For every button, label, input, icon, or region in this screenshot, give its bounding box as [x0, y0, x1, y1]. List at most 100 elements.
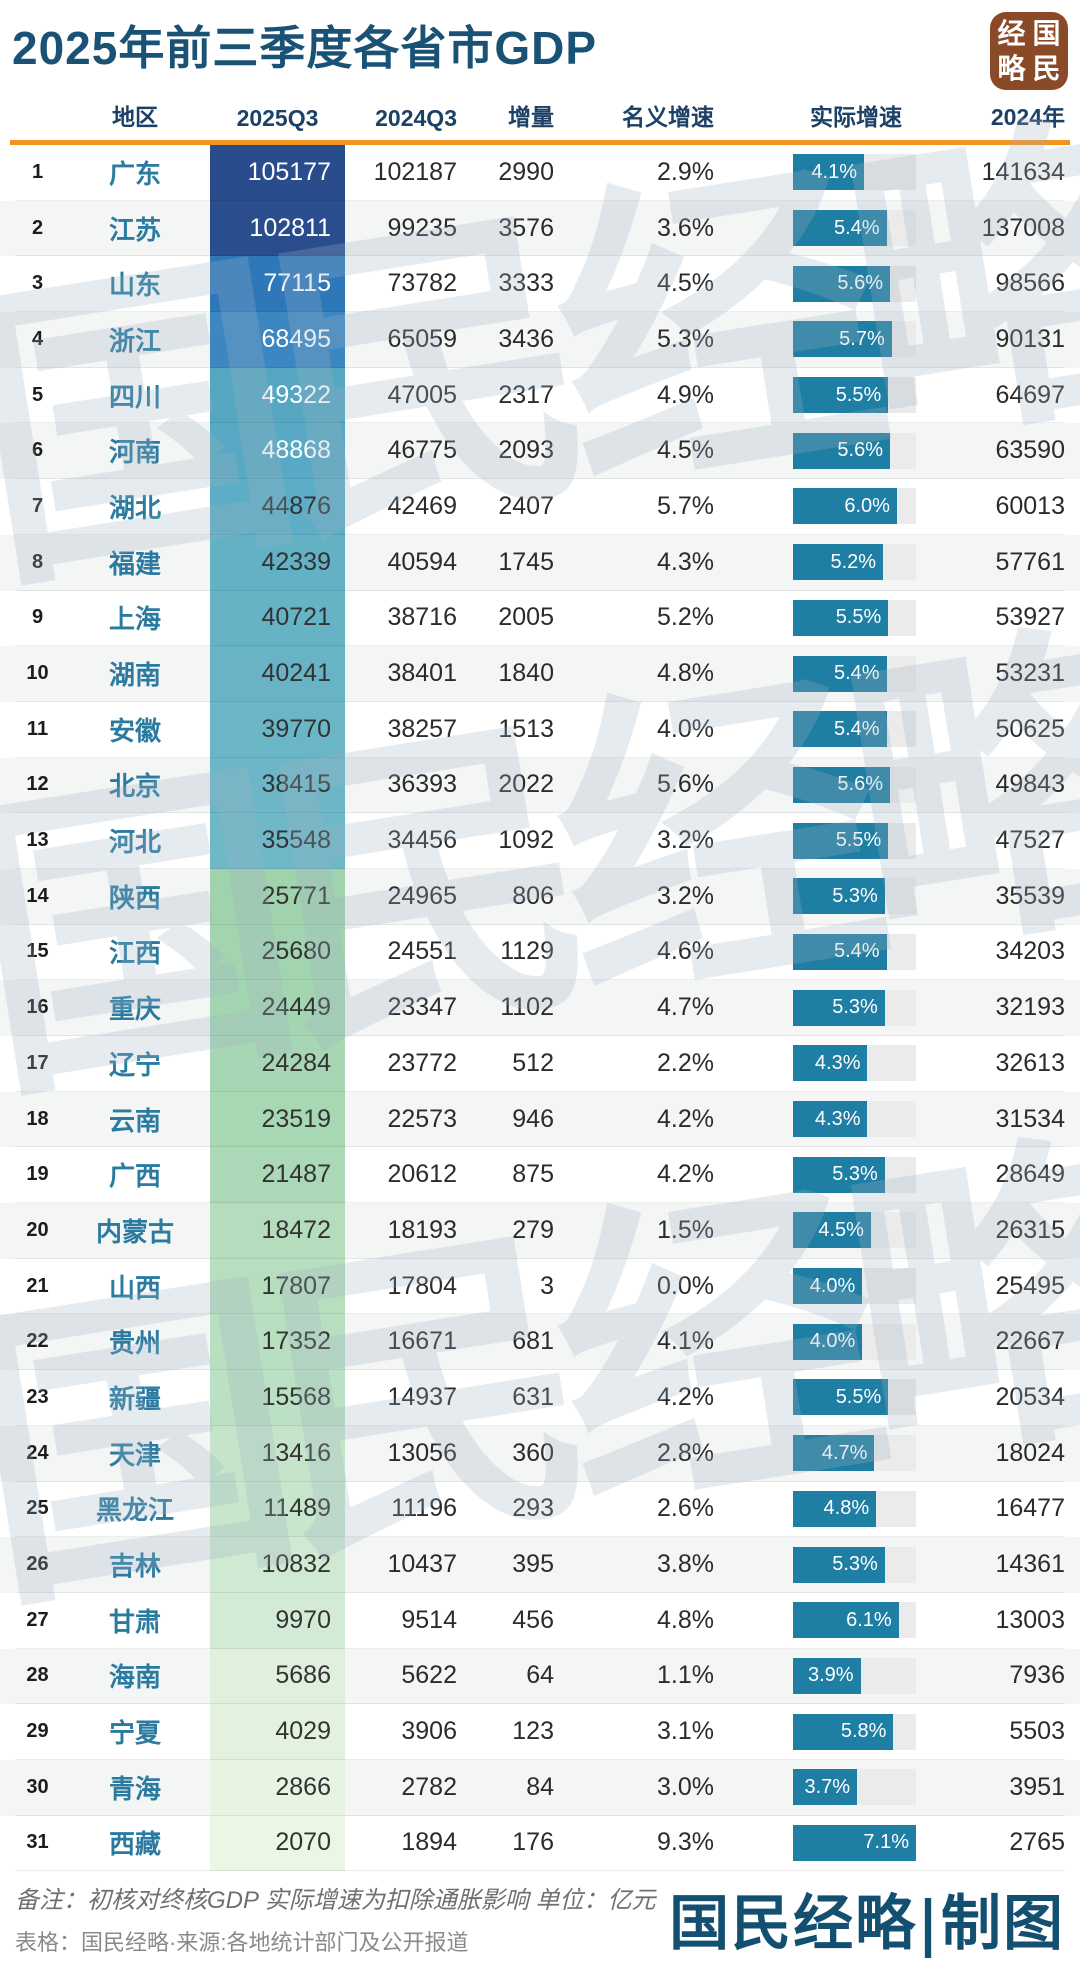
- real-growth-value: 5.4%: [833, 216, 880, 239]
- real-growth-cell: 4.0%: [720, 1259, 916, 1315]
- rank-number: 3: [15, 256, 60, 313]
- gdp-2024q3-value: 47005: [345, 368, 463, 424]
- region-name: 广东: [60, 145, 210, 201]
- table-row: 22 贵州 17352 16671 681 4.1% 4.0% 22667: [0, 1314, 1080, 1371]
- bar-track: 3.9%: [793, 1657, 916, 1694]
- footnote-source: 表格：国民经略·来源:各地统计部门及公开报道: [15, 1930, 469, 1955]
- region-column-header: 地区: [112, 104, 158, 130]
- bar-fill: 5.8%: [793, 1713, 894, 1750]
- real-growth-value: 6.1%: [846, 1608, 892, 1631]
- increment-value: 1102: [463, 980, 560, 1036]
- gdp-2024q3-value: 10437: [345, 1537, 463, 1593]
- gdp-2024q3-value: 23347: [345, 980, 463, 1036]
- real-growth-cell: 5.3%: [720, 1537, 916, 1593]
- nominal-growth-value: 3.2%: [560, 869, 720, 925]
- gdp-2025q3-cell: 68495: [210, 312, 345, 368]
- real-growth-cell: 4.1%: [720, 145, 916, 201]
- region-name: 宁夏: [60, 1704, 210, 1760]
- rank-number: 21: [15, 1259, 60, 1315]
- gdp-2025q3-cell: 25771: [210, 868, 345, 925]
- increment-value: 293: [463, 1482, 560, 1538]
- gdp-2024q3-value: 1894: [345, 1816, 463, 1872]
- gdp-2024-value: 18024: [916, 1426, 1065, 1482]
- nominal-growth-column-header: 名义增速: [622, 104, 714, 130]
- rank-number: 27: [15, 1593, 60, 1649]
- table-row: 18 云南 23519 22573 946 4.2% 4.3% 31534: [0, 1091, 1080, 1148]
- gdp-2024q3-value: 99235: [345, 201, 463, 257]
- real-growth-cell: 5.6%: [720, 256, 916, 313]
- bar-track: 5.5%: [793, 1379, 916, 1416]
- gdp-2025q3-cell: 13416: [210, 1425, 345, 1482]
- increment-value: 1745: [463, 535, 560, 591]
- table-row: 30 青海 2866 2782 84 3.0% 3.7% 3951: [0, 1759, 1080, 1816]
- real-growth-value: 5.6%: [837, 272, 883, 295]
- real-growth-value: 4.5%: [818, 1218, 864, 1241]
- rank-number: 1: [15, 145, 60, 201]
- real-growth-cell: 5.3%: [720, 1147, 916, 1204]
- gdp-2025q3-cell: 10832: [210, 1537, 345, 1593]
- bar-fill: 6.1%: [793, 1602, 899, 1639]
- nominal-growth-value: 4.8%: [560, 646, 720, 702]
- nominal-growth-value: 3.0%: [560, 1760, 720, 1816]
- region-name: 河北: [60, 813, 210, 869]
- gdp-2024-value: 16477: [916, 1482, 1065, 1538]
- gdp-2024-value: 57761: [916, 535, 1065, 591]
- table-row: 24 天津 13416 13056 360 2.8% 4.7% 18024: [0, 1425, 1080, 1482]
- increment-value: 279: [463, 1203, 560, 1259]
- gdp-2024-value: 34203: [916, 925, 1065, 981]
- bar-track: 5.2%: [793, 544, 916, 581]
- table-row: 14 陕西 25771 24965 806 3.2% 5.3% 35539: [0, 868, 1080, 925]
- page-title: 2025年前三季度各省市GDP: [12, 22, 598, 74]
- bar-fill: 5.4%: [793, 210, 887, 247]
- table-row: 15 江西 25680 24551 1129 4.6% 5.4% 34203: [0, 924, 1080, 981]
- gdp-2024-value: 5503: [916, 1704, 1065, 1760]
- rank-number: 12: [15, 758, 60, 814]
- real-growth-value: 5.6%: [837, 439, 883, 462]
- real-growth-cell: 5.6%: [720, 758, 916, 814]
- bar-fill: 5.5%: [793, 599, 889, 636]
- region-name: 浙江: [60, 312, 210, 368]
- real-growth-cell: 5.3%: [720, 980, 916, 1036]
- bar-track: 5.3%: [793, 989, 916, 1026]
- page-footer: 备注：初核对终核GDP 实际增速为扣除通胀影响 单位：亿元 表格：国民经略·来源…: [15, 1880, 1065, 1957]
- region-name: 内蒙古: [60, 1203, 210, 1259]
- real-growth-cell: 4.8%: [720, 1482, 916, 1538]
- logo-char: 民: [1032, 51, 1061, 85]
- bar-track: 5.5%: [793, 822, 916, 859]
- rank-number: 20: [15, 1203, 60, 1259]
- real-growth-value: 4.3%: [814, 1051, 861, 1074]
- gdp-2025q3-cell: 2866: [210, 1759, 345, 1816]
- gdp-2024-value: 14361: [916, 1537, 1065, 1593]
- gdp-2024q3-value: 46775: [345, 423, 463, 480]
- real-growth-cell: 3.7%: [720, 1760, 916, 1816]
- gdp-2025q3-cell: 18472: [210, 1203, 345, 1259]
- increment-value: 395: [463, 1537, 560, 1593]
- bar-track: 5.4%: [793, 933, 916, 970]
- gdp-2025q3-cell: 17807: [210, 1258, 345, 1315]
- nominal-growth-value: 5.2%: [560, 591, 720, 647]
- bar-fill: 5.5%: [793, 1379, 889, 1416]
- gdp-2024q3-value: 22573: [345, 1092, 463, 1148]
- gdp-2024-value: 53927: [916, 591, 1065, 647]
- bar-fill: 5.3%: [793, 1156, 885, 1193]
- region-name: 山东: [60, 256, 210, 313]
- bar-fill: 5.6%: [793, 265, 890, 302]
- real-growth-value: 4.3%: [814, 1107, 861, 1130]
- rank-number: 25: [15, 1482, 60, 1538]
- rank-number: 18: [15, 1092, 60, 1148]
- gdp-2025q3-cell: 35548: [210, 813, 345, 869]
- gdp-2024-value: 64697: [916, 368, 1065, 424]
- region-name: 湖南: [60, 646, 210, 702]
- gdp-2024-value: 32193: [916, 980, 1065, 1036]
- real-growth-cell: 4.7%: [720, 1426, 916, 1482]
- gdp-2024-value: 2765: [916, 1816, 1065, 1872]
- gdp-2024q3-value: 38401: [345, 646, 463, 702]
- bar-track: 5.6%: [793, 432, 916, 469]
- real-growth-value: 5.5%: [835, 383, 882, 406]
- real-growth-value: 4.1%: [811, 160, 858, 183]
- header-divider: [10, 140, 1070, 145]
- bar-fill: 5.3%: [793, 878, 885, 915]
- region-name: 西藏: [60, 1816, 210, 1872]
- region-name: 青海: [60, 1760, 210, 1816]
- nominal-growth-value: 4.2%: [560, 1370, 720, 1426]
